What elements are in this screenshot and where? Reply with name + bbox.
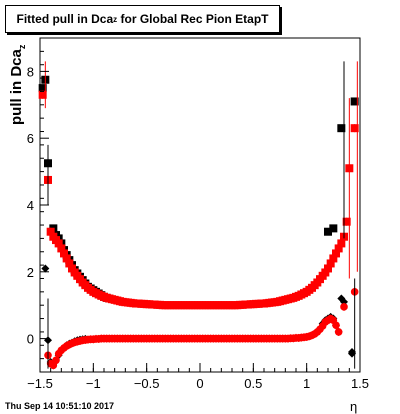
x-axis-label: η [350, 399, 358, 414]
x-tick-label: 0 [196, 376, 203, 391]
data-point-square [65, 259, 74, 268]
data-point-square [68, 264, 76, 273]
y-tick-label: 0 [27, 332, 34, 347]
data-point-square [38, 84, 47, 93]
x-tick-label: −0.5 [134, 376, 160, 391]
data-point-square [329, 224, 338, 233]
y-axis-label-sub: z [17, 44, 27, 50]
chart-title: Fitted pull in Dca z for Global Rec Pion … [5, 5, 280, 33]
data-point-square [337, 124, 346, 133]
data-point-square [57, 244, 66, 253]
data-point-diamond [348, 347, 356, 356]
y-tick-label: 8 [27, 64, 34, 79]
timestamp-footer: Thu Sep 14 10:51:10 2017 [5, 401, 115, 411]
data-point-square [324, 227, 332, 236]
x-tick-label: 0.5 [244, 376, 262, 391]
data-point-circle [334, 328, 343, 336]
data-point-square [342, 217, 351, 226]
data-point-circle [340, 303, 348, 311]
data-point-square [60, 249, 68, 258]
data-point-square [321, 268, 330, 277]
chart-title-rest: for Global Rec Pion EtapT [117, 12, 269, 26]
data-point-square [326, 259, 335, 268]
data-point-square [334, 244, 343, 253]
data-point-square [350, 124, 359, 133]
data-point-circle [52, 356, 60, 365]
data-point-square [46, 227, 55, 236]
x-tick-label: −1.5 [27, 376, 53, 391]
data-point-square [62, 254, 71, 263]
chart-title-main: Fitted pull in Dca [16, 12, 114, 26]
data-point-square [329, 254, 338, 263]
data-point-square [332, 249, 340, 258]
data-point-square [38, 90, 47, 99]
x-tick-label: 1 [303, 376, 310, 391]
plot-frame [39, 37, 361, 373]
data-point-square [324, 264, 332, 273]
y-tick-label: 6 [27, 131, 34, 146]
data-point-diamond [41, 264, 50, 273]
data-point-square [54, 239, 63, 248]
chart-title-sub: z [113, 14, 118, 24]
y-axis-label-main: pull in Dca [8, 49, 25, 125]
data-point-circle [332, 321, 340, 330]
data-point-square [337, 239, 346, 248]
x-tick-label: 1.5 [351, 376, 369, 391]
x-tick-label: −1 [86, 376, 101, 391]
data-point-square [350, 97, 359, 106]
y-tick-label: 4 [27, 198, 34, 213]
y-tick-label: 2 [27, 265, 34, 280]
